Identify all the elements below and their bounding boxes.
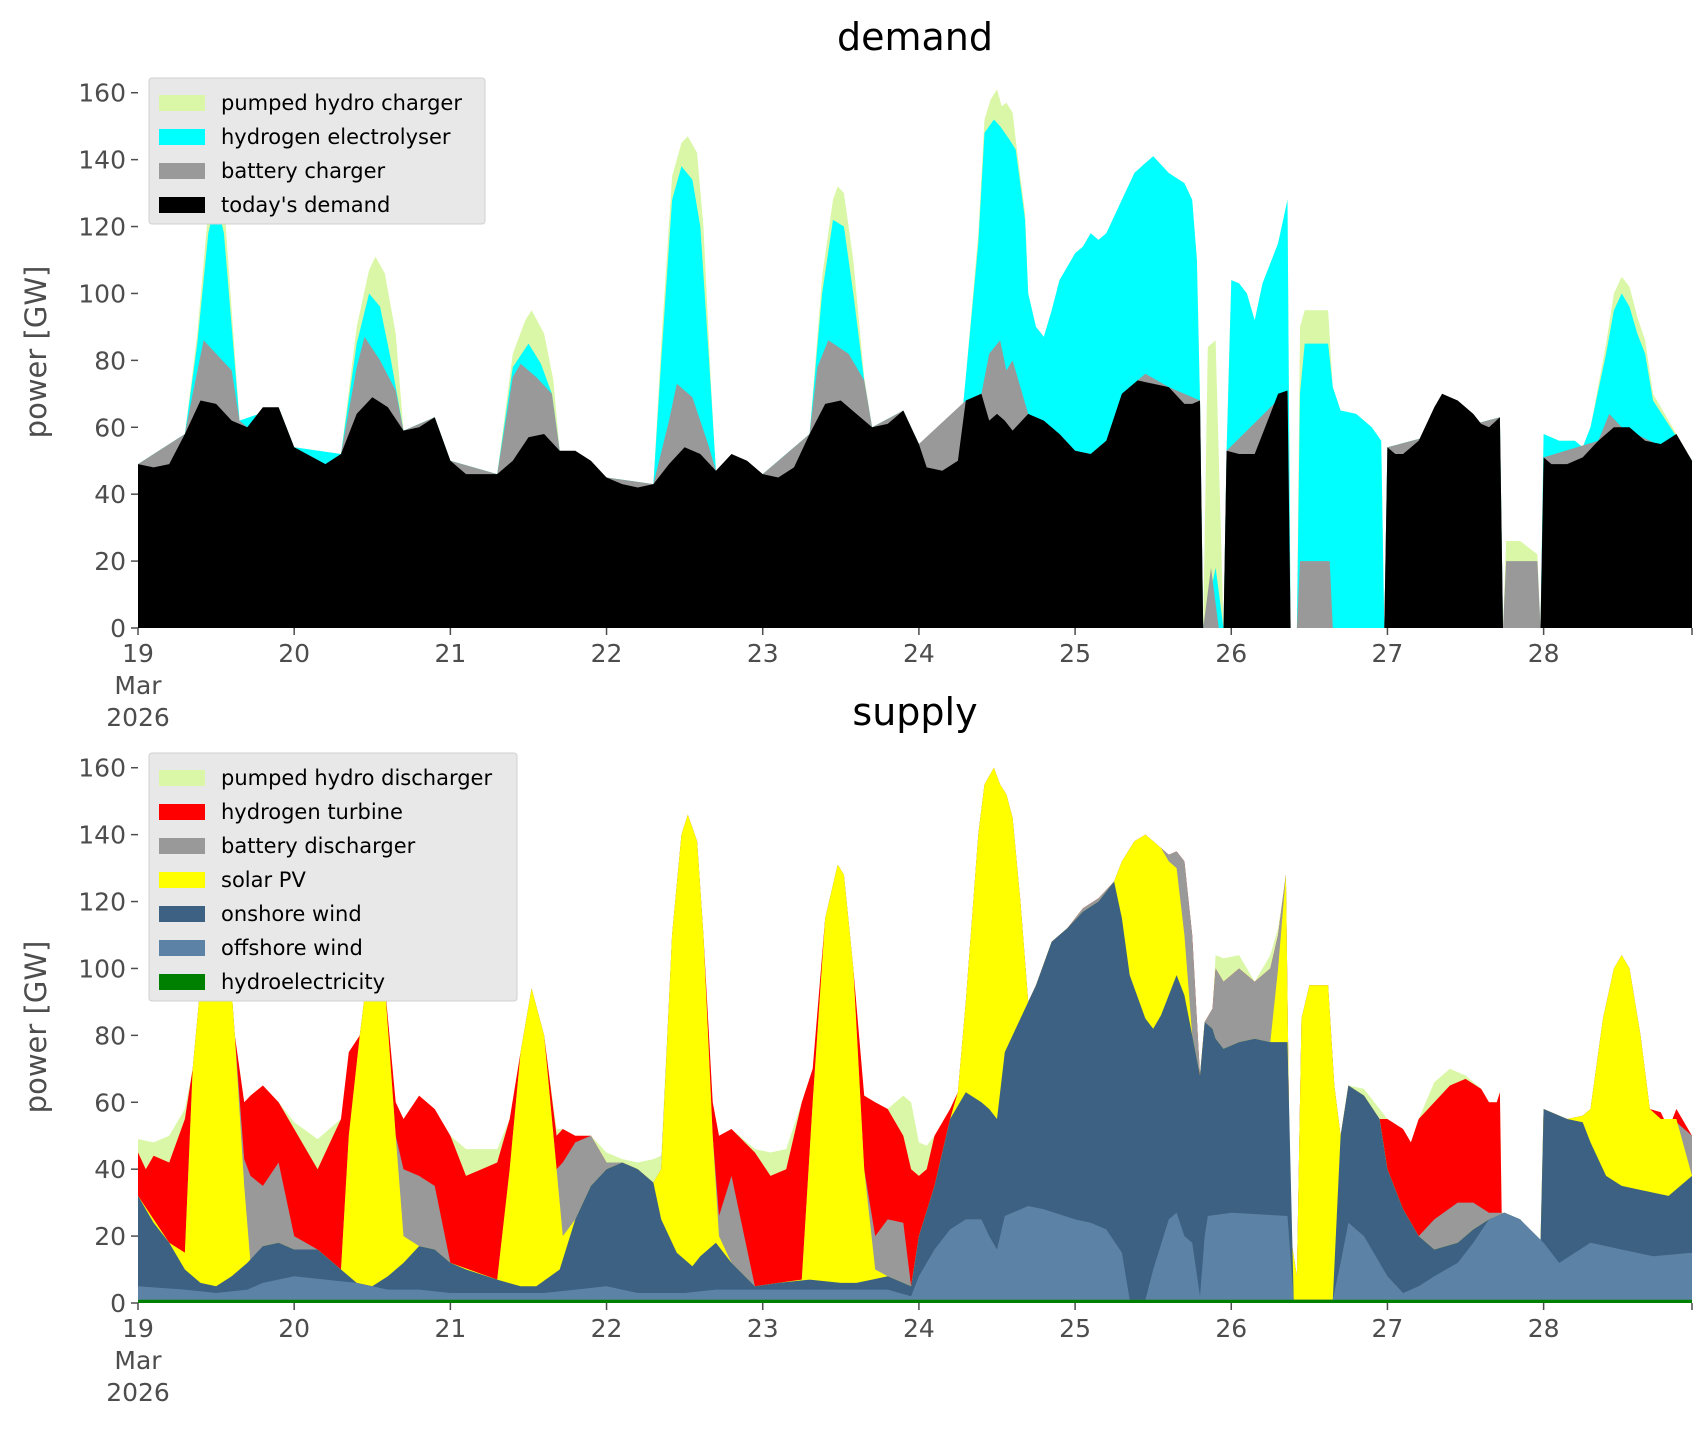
x-tick-label: 20 — [278, 1314, 310, 1343]
legend-entry-pumped-hydro-discharger: pumped hydro discharger — [221, 766, 492, 790]
x-tick-label: 20 — [278, 639, 310, 668]
x-tick-label: 24 — [903, 1314, 935, 1343]
y-tick-label: 20 — [94, 547, 126, 576]
legend-entry-hydroelectricity: hydroelectricity — [221, 970, 385, 994]
x-tick-label: 23 — [747, 1314, 779, 1343]
legend-swatch-pumped-hydro-discharger — [159, 770, 205, 786]
legend-box — [148, 752, 518, 1002]
demand-areas — [138, 89, 1692, 628]
x-tick-label: 25 — [1059, 1314, 1091, 1343]
chart-title: supply — [852, 690, 977, 734]
y-tick-label: 120 — [78, 888, 126, 917]
x-tick-label: 24 — [903, 639, 935, 668]
x-tick-year: 2026 — [106, 703, 170, 732]
legend-swatch-solar-pv — [159, 872, 205, 888]
demand-panel: demand power [GW] 0 20 40 60 80 100 120 140 160 19 M… — [19, 15, 1693, 732]
y-tick-label: 80 — [94, 1021, 126, 1050]
legend-entry-hydrogen-electrolyser: hydrogen electrolyser — [221, 125, 451, 149]
area-offshore-wind — [138, 1206, 1692, 1303]
legend-swatch-offshore-wind — [159, 940, 205, 956]
area-today-s-demand — [138, 380, 1692, 628]
y-tick-label: 100 — [78, 954, 126, 983]
y-tick-label: 20 — [94, 1222, 126, 1251]
area-hydroelectricity — [138, 1299, 1692, 1303]
x-tick-label: 19 — [122, 1314, 154, 1343]
y-tick-label: 140 — [78, 821, 126, 850]
x-tick-label: 25 — [1059, 639, 1091, 668]
legend-swatch-hydroelectricity — [159, 974, 205, 990]
y-tick-label: 80 — [94, 346, 126, 375]
y-tick-label: 100 — [78, 279, 126, 308]
y-axis-label: power [GW] — [19, 941, 53, 1114]
y-tick-label: 160 — [78, 79, 126, 108]
y-tick-label: 160 — [78, 754, 126, 783]
legend: pumped hydro charger hydrogen electrolyse… — [148, 77, 486, 225]
y-tick-label: 120 — [78, 213, 126, 242]
legend-swatch-pumped-hydro-charger — [159, 95, 205, 111]
legend-box — [148, 77, 486, 225]
legend-entry-pumped-hydro-charger: pumped hydro charger — [221, 91, 462, 115]
x-tick-month: Mar — [114, 671, 162, 700]
area-solar-pv — [138, 767, 1692, 1303]
legend-entry-battery-discharger: battery discharger — [221, 834, 416, 858]
x-tick-label: 27 — [1372, 1314, 1404, 1343]
legend-entry-battery-charger: battery charger — [221, 159, 386, 183]
y-tick-label: 40 — [94, 1155, 126, 1184]
y-tick-label: 140 — [78, 146, 126, 175]
x-tick-month: Mar — [114, 1346, 162, 1375]
legend-swatch-battery-discharger — [159, 838, 205, 854]
x-tick-label: 21 — [434, 1314, 466, 1343]
legend-entry-today-s-demand: today's demand — [221, 193, 390, 217]
legend: pumped hydro discharger hydrogen turbine b… — [148, 752, 518, 1002]
y-tick-label: 60 — [94, 413, 126, 442]
supply-areas — [138, 767, 1692, 1303]
x-tick-label: 21 — [434, 639, 466, 668]
chart-title: demand — [837, 15, 993, 59]
legend-swatch-today-s-demand — [159, 197, 205, 213]
x-tick-label: 22 — [591, 639, 623, 668]
x-tick-label: 23 — [747, 639, 779, 668]
x-tick-label: 22 — [591, 1314, 623, 1343]
supply-panel: supply power [GW] 0 20 40 60 80 100 120 140 160 19 M… — [19, 690, 1693, 1407]
legend-entry-solar-pv: solar PV — [221, 868, 306, 892]
x-tick-label: 28 — [1528, 639, 1560, 668]
y-tick-label: 60 — [94, 1088, 126, 1117]
x-tick-label: 26 — [1215, 1314, 1247, 1343]
x-tick-label: 27 — [1372, 639, 1404, 668]
y-tick-label: 40 — [94, 480, 126, 509]
y-tick-label: 0 — [110, 1289, 126, 1318]
legend-entry-offshore-wind: offshore wind — [221, 936, 363, 960]
y-axis-label: power [GW] — [19, 266, 53, 439]
x-tick-year: 2026 — [106, 1378, 170, 1407]
x-tick-label: 26 — [1215, 639, 1247, 668]
legend-entry-onshore-wind: onshore wind — [221, 902, 362, 926]
legend-swatch-onshore-wind — [159, 906, 205, 922]
legend-entry-hydrogen-turbine: hydrogen turbine — [221, 800, 403, 824]
y-tick-label: 0 — [110, 614, 126, 643]
legend-swatch-hydrogen-electrolyser — [159, 129, 205, 145]
legend-swatch-battery-charger — [159, 163, 205, 179]
x-tick-label: 19 — [122, 639, 154, 668]
legend-swatch-hydrogen-turbine — [159, 804, 205, 820]
x-tick-label: 28 — [1528, 1314, 1560, 1343]
